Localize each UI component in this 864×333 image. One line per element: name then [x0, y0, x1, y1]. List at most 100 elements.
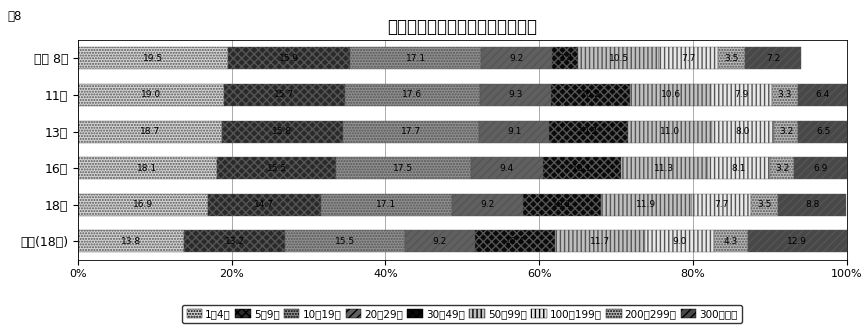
Text: 10.1: 10.1: [552, 200, 572, 209]
Bar: [712, 121, 773, 143]
Text: 4.3: 4.3: [724, 237, 738, 246]
Bar: [345, 84, 480, 106]
Bar: [78, 121, 221, 143]
Text: 3.4: 3.4: [558, 54, 573, 63]
Bar: [228, 47, 350, 69]
Text: 15.8: 15.8: [272, 127, 292, 136]
Text: 9.2: 9.2: [480, 200, 495, 209]
Bar: [692, 194, 752, 216]
Bar: [747, 230, 847, 252]
Text: 7.7: 7.7: [682, 54, 696, 63]
Bar: [578, 47, 659, 69]
Text: 9.1: 9.1: [507, 127, 521, 136]
Bar: [480, 121, 550, 143]
Text: 3.3: 3.3: [778, 90, 792, 100]
Bar: [556, 230, 645, 252]
Text: 8.0: 8.0: [736, 127, 750, 136]
Bar: [543, 157, 620, 179]
Bar: [715, 230, 747, 252]
Text: 10.6: 10.6: [661, 90, 681, 100]
Bar: [798, 121, 848, 143]
Text: 9.3: 9.3: [509, 90, 523, 100]
Bar: [221, 121, 343, 143]
Text: 17.7: 17.7: [401, 127, 421, 136]
Text: 7.7: 7.7: [715, 200, 729, 209]
Bar: [770, 157, 794, 179]
Text: 10.2: 10.2: [581, 90, 600, 100]
Bar: [746, 47, 801, 69]
Bar: [630, 84, 711, 106]
Text: 図8: 図8: [7, 10, 22, 23]
Text: 7.2: 7.2: [766, 54, 780, 63]
Bar: [523, 194, 600, 216]
Text: 6.4: 6.4: [815, 90, 829, 100]
Bar: [659, 47, 718, 69]
Bar: [336, 157, 471, 179]
Text: 8.8: 8.8: [805, 200, 819, 209]
Text: 6.5: 6.5: [816, 127, 830, 136]
Text: 10.5: 10.5: [608, 54, 629, 63]
Bar: [480, 84, 551, 106]
Text: 9.2: 9.2: [510, 54, 524, 63]
Bar: [78, 230, 184, 252]
Bar: [711, 84, 772, 106]
Bar: [752, 194, 778, 216]
Text: 9.0: 9.0: [673, 237, 687, 246]
Text: 13.2: 13.2: [225, 237, 245, 246]
Bar: [471, 157, 543, 179]
Bar: [452, 194, 523, 216]
Text: 17.6: 17.6: [403, 90, 422, 100]
Bar: [184, 230, 285, 252]
Bar: [404, 230, 475, 252]
Bar: [224, 84, 345, 106]
Bar: [794, 157, 848, 179]
Bar: [343, 121, 480, 143]
Bar: [778, 194, 846, 216]
Text: 9.2: 9.2: [433, 237, 447, 246]
Text: 16.9: 16.9: [133, 200, 153, 209]
Text: 7.9: 7.9: [734, 90, 749, 100]
Text: 19.5: 19.5: [143, 54, 162, 63]
Text: 12.9: 12.9: [787, 237, 807, 246]
Text: 19.0: 19.0: [141, 90, 161, 100]
Bar: [645, 230, 715, 252]
Text: 18.7: 18.7: [140, 127, 160, 136]
Text: 11.0: 11.0: [660, 127, 680, 136]
Bar: [552, 47, 578, 69]
Text: 10.4: 10.4: [505, 237, 525, 246]
Title: 従業者規模別従業者構成比の推移: 従業者規模別従業者構成比の推移: [387, 18, 537, 36]
Bar: [475, 230, 556, 252]
Bar: [773, 121, 798, 143]
Text: 18.1: 18.1: [137, 164, 157, 173]
Text: 15.5: 15.5: [335, 237, 355, 246]
Text: 3.2: 3.2: [778, 127, 793, 136]
Text: 3.2: 3.2: [775, 164, 789, 173]
Bar: [551, 84, 630, 106]
Text: 11.9: 11.9: [637, 200, 657, 209]
Text: 15.9: 15.9: [279, 54, 299, 63]
Bar: [708, 157, 770, 179]
Bar: [78, 84, 224, 106]
Text: 14.7: 14.7: [254, 200, 274, 209]
Bar: [627, 121, 712, 143]
Bar: [550, 121, 627, 143]
Text: 10.2: 10.2: [578, 127, 599, 136]
Text: 17.1: 17.1: [377, 200, 397, 209]
Bar: [217, 157, 336, 179]
Bar: [772, 84, 797, 106]
Text: 17.5: 17.5: [393, 164, 414, 173]
Text: 13.8: 13.8: [121, 237, 141, 246]
Text: 11.7: 11.7: [590, 237, 610, 246]
Text: 3.5: 3.5: [725, 54, 739, 63]
Text: 3.5: 3.5: [758, 200, 772, 209]
Bar: [350, 47, 481, 69]
Bar: [718, 47, 746, 69]
Bar: [321, 194, 452, 216]
Bar: [285, 230, 404, 252]
Text: 15.5: 15.5: [266, 164, 287, 173]
Bar: [620, 157, 708, 179]
Text: 9.4: 9.4: [499, 164, 514, 173]
Bar: [481, 47, 552, 69]
Text: 17.1: 17.1: [406, 54, 426, 63]
Text: 10.1: 10.1: [572, 164, 592, 173]
